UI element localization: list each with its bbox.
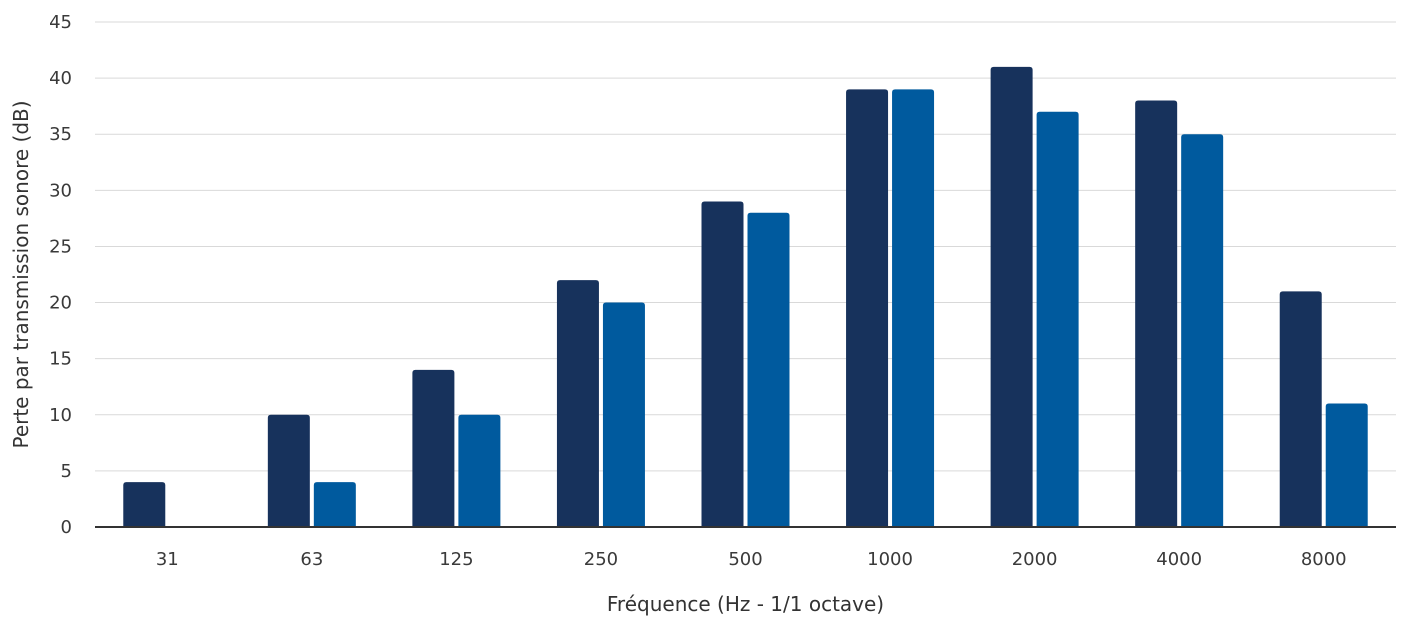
y-tick-label: 30	[49, 180, 72, 201]
y-tick-label: 5	[61, 461, 72, 482]
bar-series-1-8000	[1279, 291, 1322, 527]
x-tick-label: 125	[439, 549, 473, 570]
bar-series-1-31	[123, 482, 166, 527]
gridlines	[95, 21, 1396, 472]
x-axis-title: Fréquence (Hz - 1/1 octave)	[607, 592, 884, 616]
bar-series-2-8000	[1325, 403, 1368, 527]
x-tick-label: 4000	[1156, 549, 1202, 570]
bar-series-2-250	[602, 302, 645, 527]
bar-series-2-63	[313, 482, 356, 527]
y-tick-label: 40	[49, 68, 72, 89]
y-tick-label: 35	[49, 124, 72, 145]
bar-series-1-4000	[1135, 100, 1178, 528]
x-tick-label: 1000	[867, 549, 913, 570]
bar-series-1-500	[701, 201, 744, 528]
bar-series-1-1000	[846, 89, 889, 527]
y-tick-label: 25	[49, 236, 72, 257]
y-tick-label: 15	[49, 349, 72, 370]
bar-series-1-125	[412, 369, 455, 527]
bar-series-2-500	[747, 212, 790, 527]
bar-series-2-1000	[892, 89, 935, 527]
bar-series-1-250	[556, 280, 599, 527]
x-tick-label: 31	[156, 549, 179, 570]
x-tick-label: 63	[300, 549, 323, 570]
bars	[123, 66, 1368, 528]
bar-series-2-4000	[1181, 134, 1224, 527]
y-tick-label: 45	[49, 12, 72, 33]
x-tick-label: 8000	[1301, 549, 1347, 570]
x-tick-label: 2000	[1012, 549, 1058, 570]
axes: 0 5 10 15 20 25 30 35 40 45 31 63 125 250 500 1000 2000 4…	[49, 12, 1396, 570]
x-tick-label: 250	[584, 549, 618, 570]
bar-series-1-63	[267, 414, 310, 527]
bar-series-2-125	[458, 414, 501, 527]
bar-series-1-2000	[990, 66, 1033, 527]
y-tick-label: 20	[49, 293, 72, 314]
y-axis-title: Perte par transmission sonore (dB)	[9, 100, 33, 448]
bar-series-2-2000	[1036, 111, 1079, 528]
y-tick-label: 0	[61, 517, 72, 538]
y-tick-label: 10	[49, 405, 72, 426]
x-tick-label: 500	[728, 549, 762, 570]
